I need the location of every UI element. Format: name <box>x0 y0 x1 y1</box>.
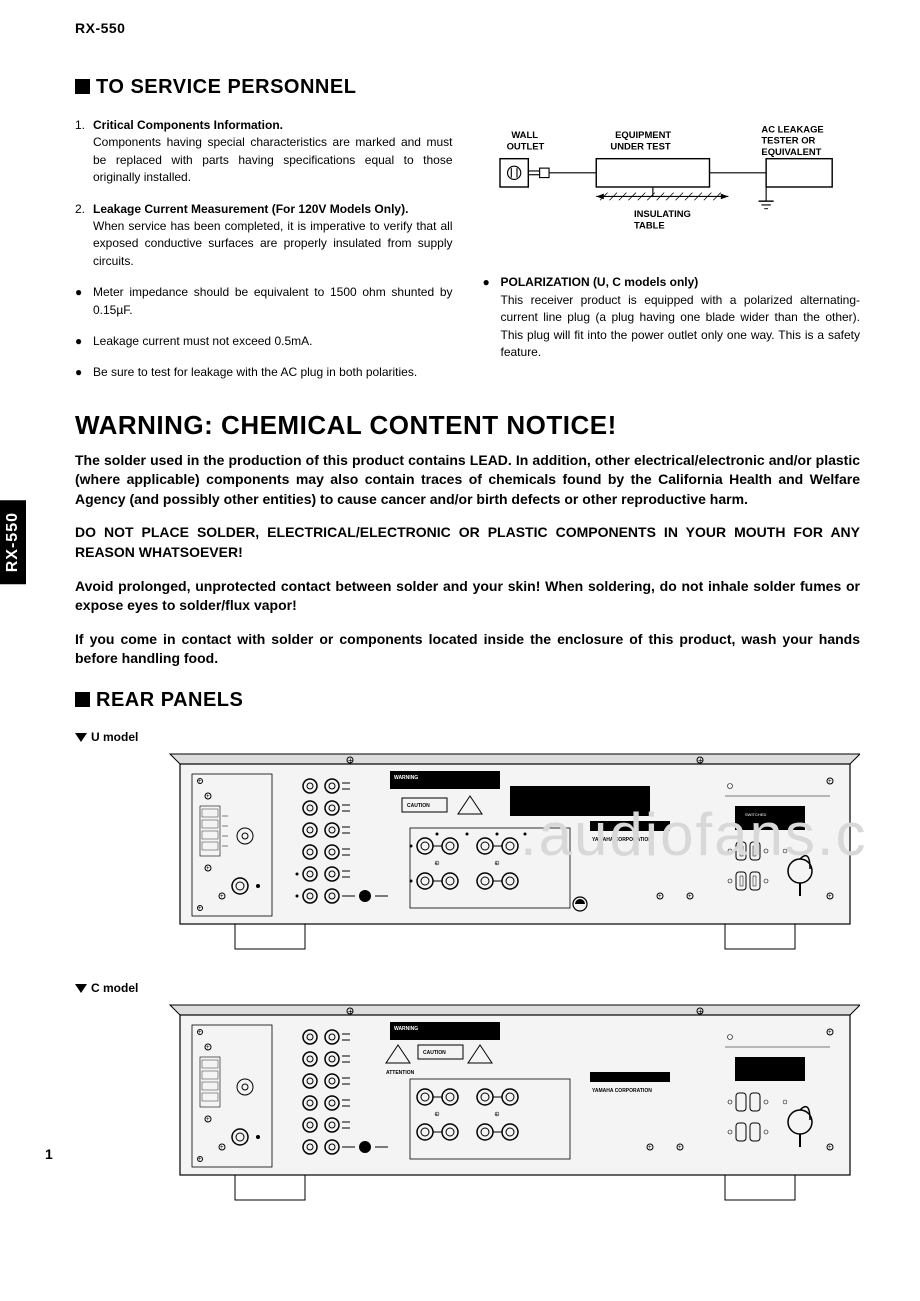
rear-panel-u: + + + + + + + <box>75 746 860 971</box>
polarization-item: ● POLARIZATION (U, C models only) This r… <box>483 274 861 361</box>
svg-text:+: + <box>828 779 832 785</box>
svg-text:YAMAHA CORPORATION: YAMAHA CORPORATION <box>592 837 652 843</box>
svg-text:TABLE: TABLE <box>634 220 665 231</box>
svg-text:SWITCHED: SWITCHED <box>745 812 766 817</box>
svg-text:+: + <box>220 1145 224 1151</box>
item-text: Components having special characteristic… <box>93 135 453 184</box>
svg-text:ATTENTION: ATTENTION <box>386 1070 415 1076</box>
service-item-1: 1. Critical Components Information. Comp… <box>75 117 453 187</box>
section-rear-title: REAR PANELS <box>75 689 860 712</box>
service-bullet-1: ● Meter impedance should be equivalent t… <box>75 284 453 319</box>
svg-text:+: + <box>206 1045 210 1051</box>
item-lead: Critical Components Information. <box>93 117 453 134</box>
leakage-test-diagram: WALL OUTLET EQUIPMENT UNDER TEST AC LEAK… <box>483 117 861 257</box>
bullet-icon: ● <box>75 333 93 350</box>
square-bullet-icon <box>75 692 90 707</box>
rear-panel-c: + + + + + + + <box>75 997 860 1222</box>
section-service-text: TO SERVICE PERSONNEL <box>96 76 356 98</box>
svg-text:+: + <box>658 894 662 900</box>
svg-text:EQUIPMENT: EQUIPMENT <box>615 129 671 140</box>
svg-text:+: + <box>698 756 703 765</box>
svg-text:+: + <box>648 1145 652 1151</box>
svg-text:CAUTION: CAUTION <box>407 803 430 809</box>
u-model-label: U model <box>75 730 860 744</box>
svg-text:WARNING: WARNING <box>394 1026 418 1032</box>
triangle-down-icon <box>75 984 87 993</box>
service-bullet-3: ● Be sure to test for leakage with the A… <box>75 364 453 381</box>
square-bullet-icon <box>75 79 90 94</box>
warning-title: WARNING: CHEMICAL CONTENT NOTICE! <box>75 410 860 441</box>
bullet-icon: ● <box>75 364 93 381</box>
svg-text:+: + <box>678 1145 682 1151</box>
warning-p3: Avoid prolonged, unprotected contact bet… <box>75 577 860 616</box>
triangle-down-icon <box>75 733 87 742</box>
svg-text:+: + <box>698 1007 703 1016</box>
warning-p2: DO NOT PLACE SOLDER, ELECTRICAL/ELECTRON… <box>75 523 860 562</box>
svg-text:+: + <box>220 894 224 900</box>
section-service-title: TO SERVICE PERSONNEL <box>75 76 860 99</box>
svg-text:+: + <box>495 1112 498 1118</box>
svg-text:+: + <box>198 1157 202 1163</box>
bullet-text: Meter impedance should be equivalent to … <box>93 284 453 319</box>
svg-text:EQUIVALENT: EQUIVALENT <box>761 146 821 157</box>
svg-text:AC LEAKAGE: AC LEAKAGE <box>761 123 823 134</box>
c-model-label: C model <box>75 981 860 995</box>
svg-text:+: + <box>348 1007 353 1016</box>
section-rear-text: REAR PANELS <box>96 689 243 711</box>
svg-text:+: + <box>206 866 210 872</box>
svg-text:TESTER OR: TESTER OR <box>761 135 815 146</box>
svg-text:+: + <box>828 1145 832 1151</box>
service-bullet-2: ● Leakage current must not exceed 0.5mA. <box>75 333 453 350</box>
svg-text:+: + <box>828 894 832 900</box>
svg-text:+: + <box>198 779 202 785</box>
item-text: When service has been completed, it is i… <box>93 219 453 268</box>
warning-p4: If you come in contact with solder or co… <box>75 630 860 669</box>
svg-text:OUTLET: OUTLET <box>506 140 544 151</box>
model-header: RX-550 <box>75 20 860 36</box>
svg-text:YAMAHA CORPORATION: YAMAHA CORPORATION <box>592 1088 652 1094</box>
svg-text:+: + <box>348 756 353 765</box>
svg-text:+: + <box>435 1112 438 1118</box>
item-number: 1. <box>75 117 93 187</box>
svg-text:INSULATING: INSULATING <box>634 208 691 219</box>
bullet-text: Leakage current must not exceed 0.5mA. <box>93 333 453 350</box>
bullet-icon: ● <box>75 284 93 319</box>
page-number: 1 <box>45 1146 53 1162</box>
polarization-lead: POLARIZATION (U, C models only) <box>501 275 699 289</box>
item-number: 2. <box>75 201 93 271</box>
bullet-icon: ● <box>483 274 501 361</box>
svg-text:CAUTION: CAUTION <box>423 1050 446 1056</box>
service-item-2: 2. Leakage Current Measurement (For 120V… <box>75 201 453 271</box>
svg-text:WARNING: WARNING <box>394 775 418 781</box>
svg-text:+: + <box>495 861 498 867</box>
svg-text:UNDER TEST: UNDER TEST <box>610 140 670 151</box>
svg-text:+: + <box>206 794 210 800</box>
polarization-text: This receiver product is equipped with a… <box>501 293 861 359</box>
diagram-wall-label: WALL <box>511 129 538 140</box>
svg-text:+: + <box>198 1030 202 1036</box>
svg-text:+: + <box>435 861 438 867</box>
item-lead: Leakage Current Measurement (For 120V Mo… <box>93 201 453 218</box>
svg-text:+: + <box>198 906 202 912</box>
side-tab: RX-550 <box>0 500 26 584</box>
warning-p1: The solder used in the production of thi… <box>75 451 860 510</box>
bullet-text: Be sure to test for leakage with the AC … <box>93 364 453 381</box>
svg-text:+: + <box>828 1030 832 1036</box>
svg-text:+: + <box>206 1117 210 1123</box>
svg-text:+: + <box>688 894 692 900</box>
